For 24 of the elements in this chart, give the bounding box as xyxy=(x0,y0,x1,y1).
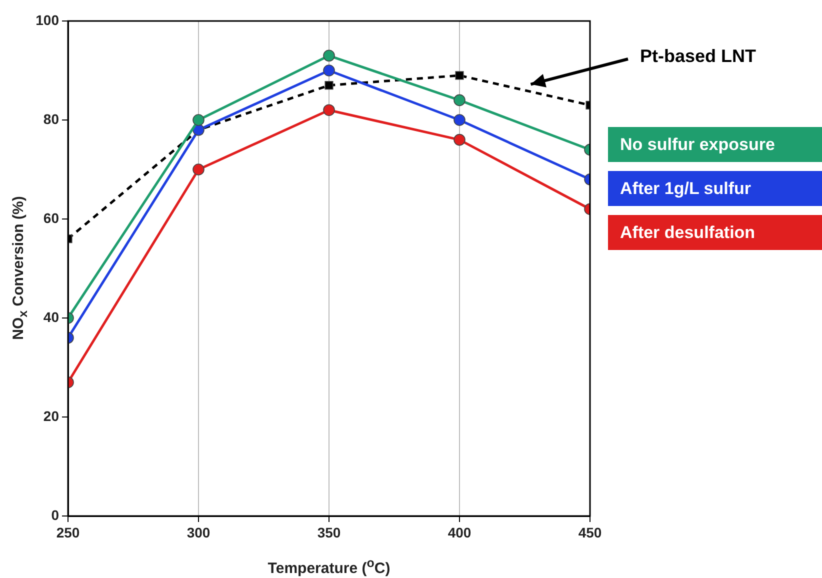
y-tick-label: 40 xyxy=(43,308,60,325)
x-tick-label: 450 xyxy=(578,524,602,540)
y-tick-label: 0 xyxy=(51,506,60,523)
point xyxy=(192,114,204,126)
text: Pt-based LNT xyxy=(640,46,756,66)
x-tick-label: 250 xyxy=(56,524,80,540)
x-tick-label: 400 xyxy=(448,524,472,540)
point xyxy=(454,94,466,106)
x-axis-title: Temperature ($^{o}$C) xyxy=(268,556,390,577)
point xyxy=(323,50,335,62)
legend-label: After 1g/L sulfur xyxy=(614,171,822,206)
legend-label: After desulfation xyxy=(614,215,822,250)
y-tick-label: 20 xyxy=(43,408,60,424)
y-tick-label: 100 xyxy=(36,12,60,28)
legend-label: No sulfur exposure xyxy=(614,127,822,162)
point xyxy=(323,64,335,76)
point xyxy=(454,134,466,146)
x-tick-label: 350 xyxy=(317,524,341,540)
point xyxy=(454,114,466,126)
x-tick-label: 300 xyxy=(186,524,210,540)
point xyxy=(192,164,204,176)
y-tick-label: 80 xyxy=(43,110,60,127)
y-tick-label: 60 xyxy=(43,210,60,226)
point xyxy=(323,104,335,116)
